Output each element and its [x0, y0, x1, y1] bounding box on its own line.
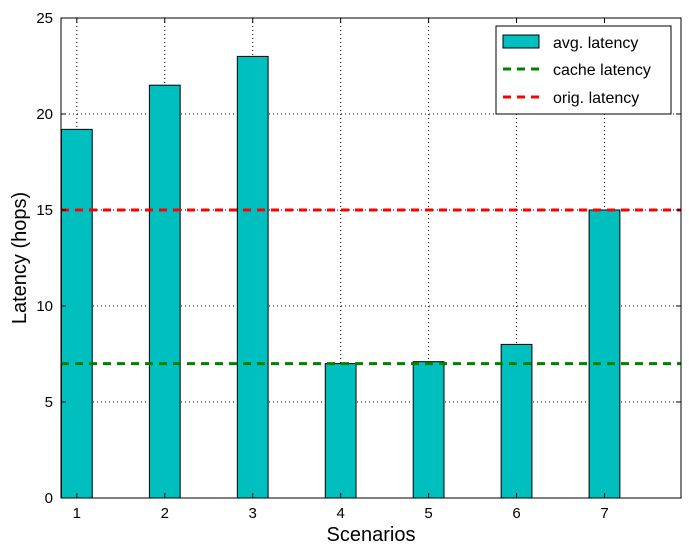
y-tick-label: 10 — [36, 298, 53, 315]
x-tick-label: 5 — [424, 505, 432, 522]
bar-scenario-7 — [588, 209, 621, 499]
plot-frame — [60, 17, 682, 499]
legend-swatch-avg-latency — [502, 34, 540, 49]
y-tick-label: 25 — [36, 10, 53, 27]
y-tick-labels: 0 5 10 15 20 25 — [36, 10, 53, 507]
x-tick-label: 1 — [73, 505, 81, 522]
legend-box — [495, 25, 672, 115]
x-tick-label: 4 — [336, 505, 344, 522]
x-tick-label: 3 — [249, 505, 257, 522]
bar-scenario-2 — [148, 84, 181, 499]
legend: avg. latency cache latency orig. latency — [495, 25, 672, 115]
y-axis-label: Latency (hops) — [9, 192, 31, 324]
x-tick-label: 2 — [161, 505, 169, 522]
legend-label-orig-latency: orig. latency — [553, 90, 639, 107]
y-tick-label: 20 — [36, 106, 53, 123]
reference-lines — [61, 208, 681, 366]
y-tick-label: 15 — [36, 202, 53, 219]
x-tick-labels: 1 2 3 4 5 6 7 — [73, 505, 609, 522]
legend-label-avg-latency: avg. latency — [553, 35, 638, 52]
bar-scenario-1 — [60, 128, 93, 499]
legend-label-cache-latency: cache latency — [553, 62, 651, 79]
bar-scenario-5 — [412, 361, 445, 499]
bar-scenario-6 — [500, 343, 533, 499]
axis-ticks — [61, 17, 681, 499]
y-tick-label: 5 — [45, 394, 53, 411]
y-tick-label: 0 — [45, 490, 53, 507]
bar-scenario-4 — [324, 363, 357, 499]
bar-scenario-3 — [236, 55, 269, 499]
x-tick-label: 7 — [600, 505, 608, 522]
x-tick-label: 6 — [512, 505, 520, 522]
x-axis-label: Scenarios — [327, 524, 416, 546]
